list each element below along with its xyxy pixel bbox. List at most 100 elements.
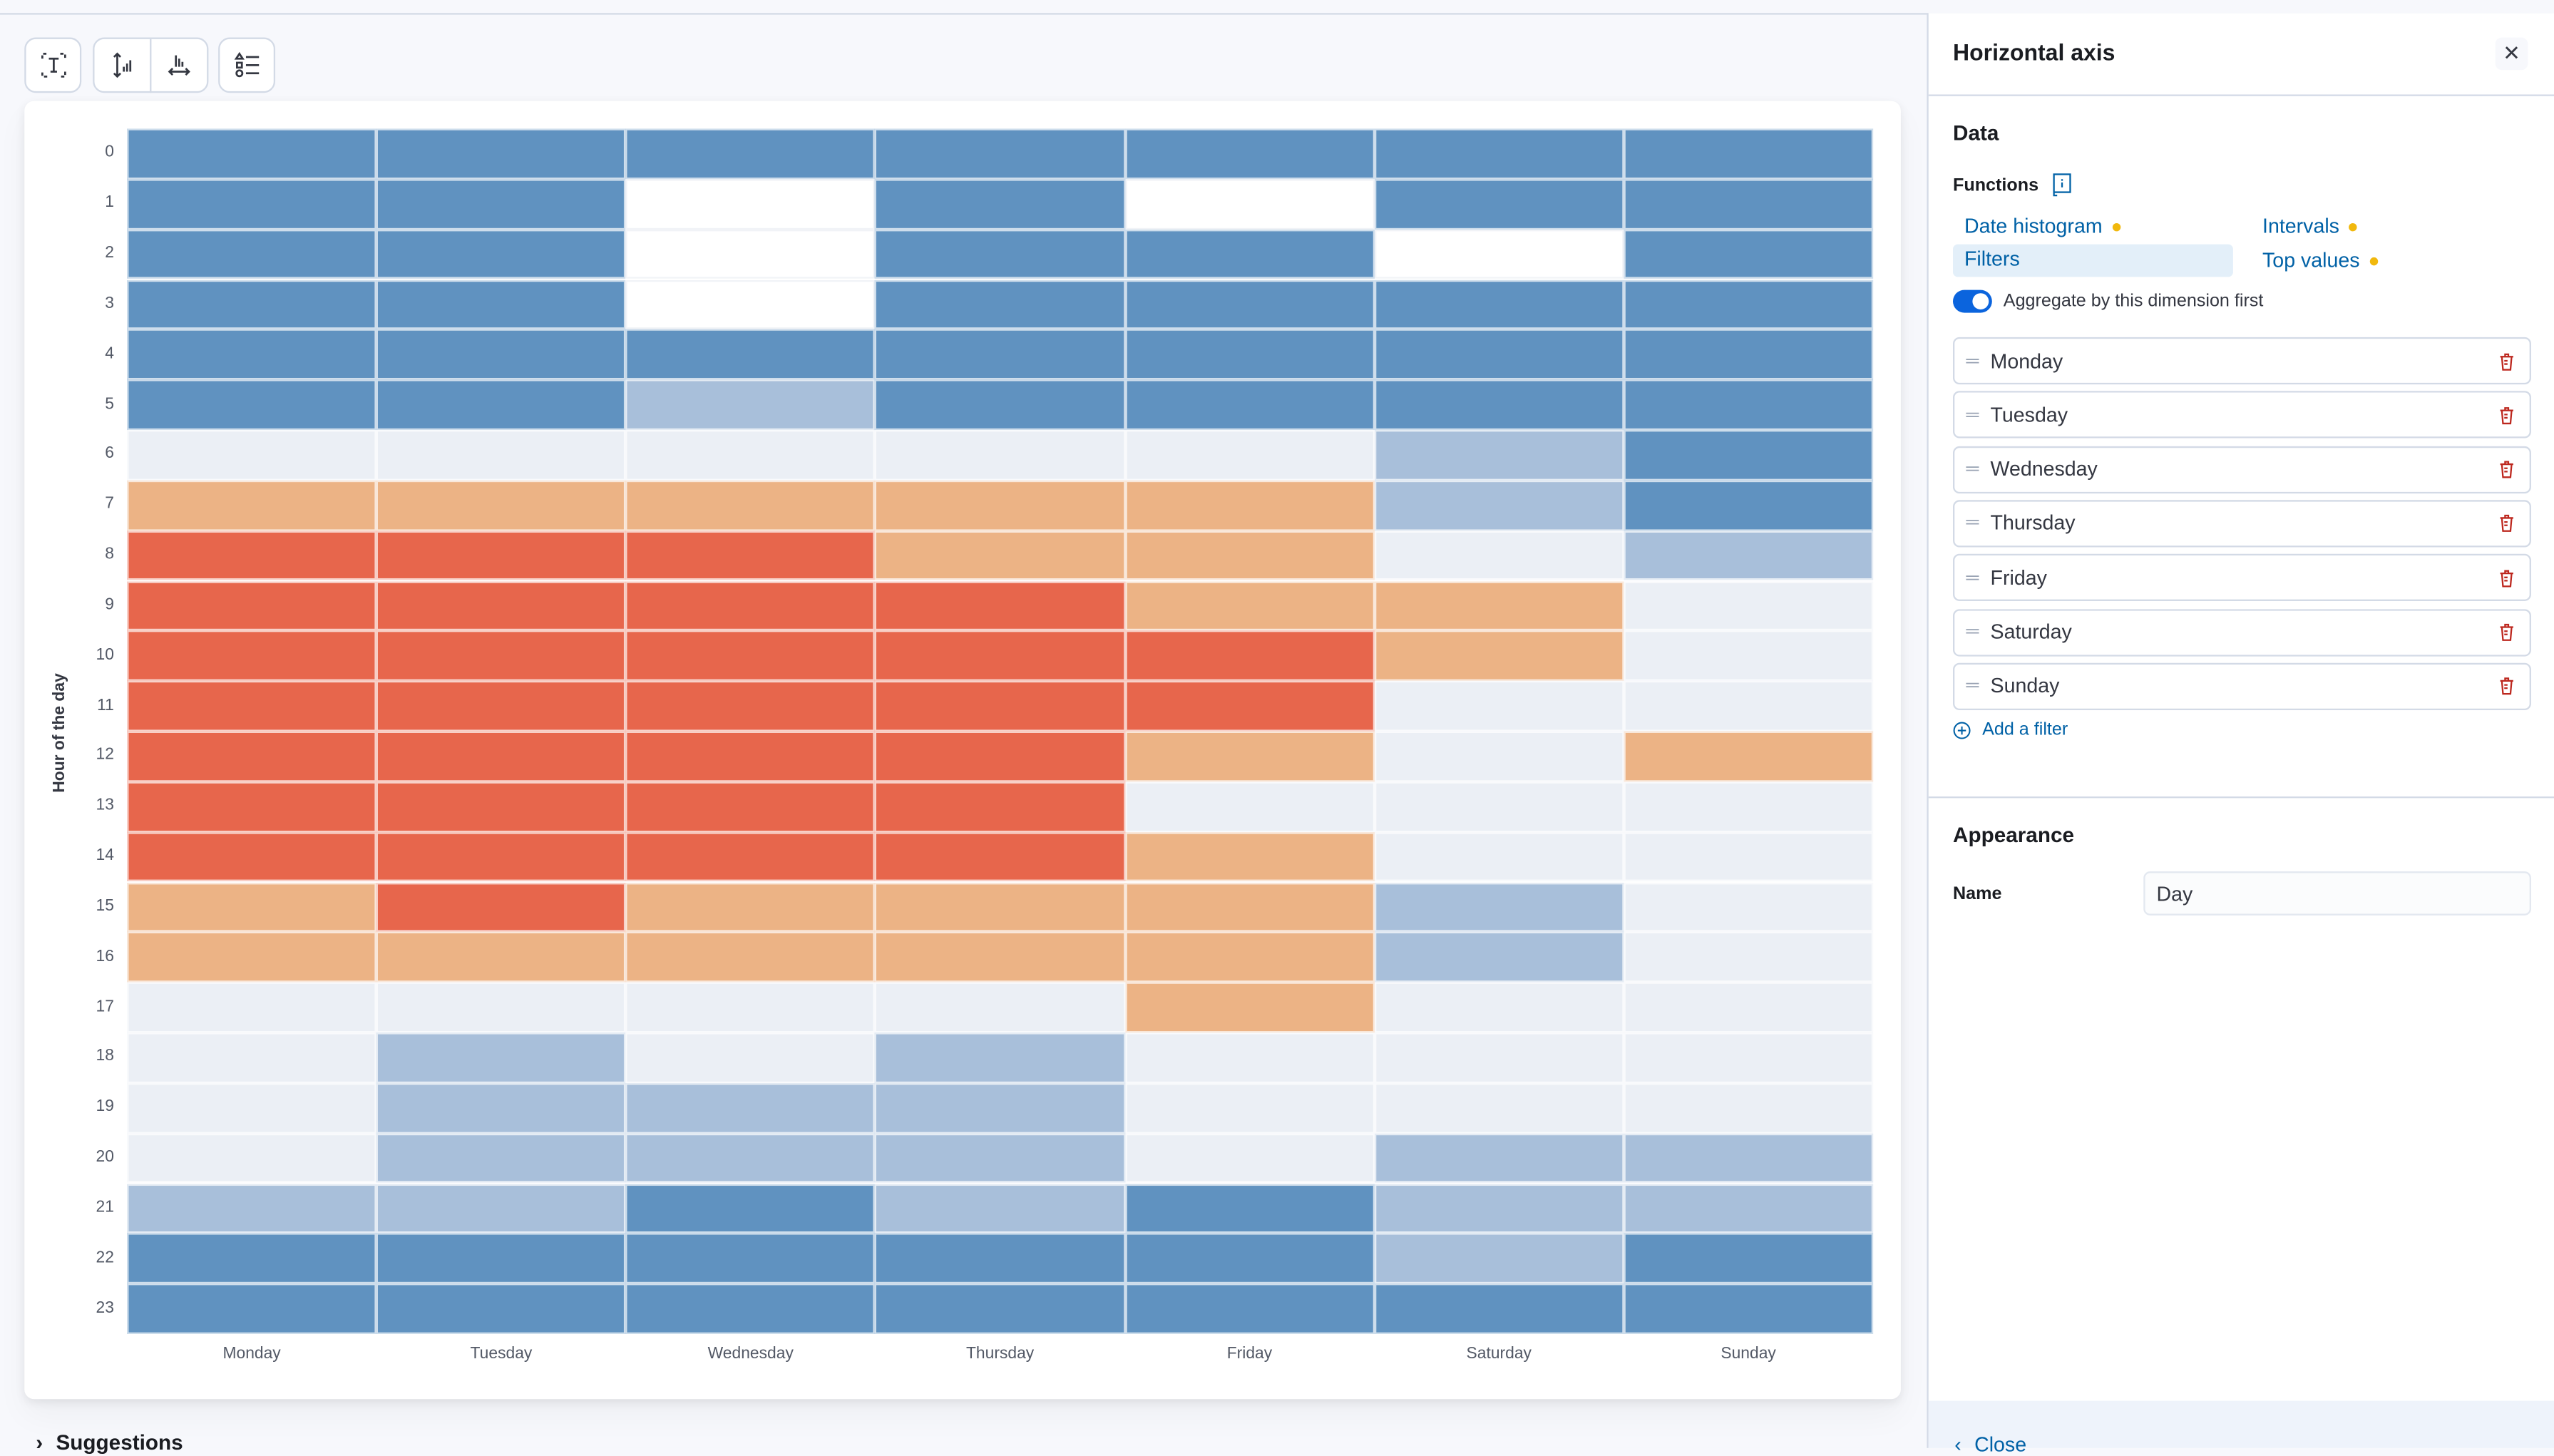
heatmap-cell[interactable] [625,982,876,1033]
heatmap-cell[interactable] [127,178,377,230]
heatmap-cell[interactable] [1624,831,1874,882]
heatmap-cell[interactable] [376,329,626,380]
heatmap-cell[interactable] [376,630,626,682]
heatmap-cell[interactable] [1374,329,1624,380]
filter-label[interactable]: Saturday [1990,620,2072,644]
trash-icon[interactable] [2484,405,2530,424]
filter-row[interactable]: ═ Thursday [1952,500,2531,548]
heatmap-cell[interactable] [1624,1183,1874,1234]
heatmap-cell[interactable] [1624,1234,1874,1284]
heatmap-cell[interactable] [875,781,1125,832]
heatmap-cell[interactable] [625,530,876,581]
heatmap-cell[interactable] [1624,1032,1874,1083]
heatmap-cell[interactable] [127,1183,377,1234]
heatmap-cell[interactable] [127,430,377,481]
filter-label[interactable]: Sunday [1990,675,2060,698]
heatmap-cell[interactable] [376,932,626,983]
heatmap-cell[interactable] [1624,279,1874,330]
heatmap-cell[interactable] [127,480,377,530]
heatmap-cell[interactable] [875,279,1125,330]
heatmap-cell[interactable] [1124,1283,1375,1334]
heatmap-cell[interactable] [1624,480,1874,530]
heatmap-cell[interactable] [1374,430,1624,481]
heatmap-cell[interactable] [127,1032,377,1083]
heatmap-cell[interactable] [127,1283,377,1334]
heatmap-cell[interactable] [1124,1032,1375,1083]
heatmap-cell[interactable] [625,1283,876,1334]
heatmap-cell[interactable] [875,630,1125,682]
heatmap-cell[interactable] [376,781,626,832]
heatmap-cell[interactable] [625,178,876,230]
heatmap-cell[interactable] [625,1133,876,1184]
heatmap-cell[interactable] [127,580,377,631]
heatmap-cell[interactable] [625,932,876,983]
heatmap-cell[interactable] [875,882,1125,933]
heatmap-cell[interactable] [875,1234,1125,1284]
filter-label[interactable]: Wednesday [1990,458,2098,481]
heatmap-cell[interactable] [127,279,377,330]
heatmap-cell[interactable] [1374,932,1624,983]
heatmap-cell[interactable] [875,1183,1125,1234]
heatmap-cell[interactable] [376,1032,626,1083]
heatmap-cell[interactable] [376,178,626,230]
heatmap-cell[interactable] [1374,681,1624,732]
heatmap-cell[interactable] [1374,1183,1624,1234]
filter-row[interactable]: ═ Saturday [1952,608,2531,656]
heatmap-cell[interactable] [1124,580,1375,631]
heatmap-cell[interactable] [376,831,626,882]
heatmap-cell[interactable] [376,1082,626,1134]
heatmap-cell[interactable] [127,681,377,732]
heatmap-cell[interactable] [625,379,876,431]
heatmap-cell[interactable] [376,1283,626,1334]
heatmap-cell[interactable] [127,781,377,832]
heatmap-cell[interactable] [625,128,876,179]
heatmap-cell[interactable] [376,982,626,1033]
heatmap-cell[interactable] [1124,1183,1375,1234]
heatmap-cell[interactable] [1624,882,1874,933]
heatmap-cell[interactable] [376,480,626,530]
filter-label[interactable]: Thursday [1990,512,2076,535]
heatmap-cell[interactable] [625,1082,876,1134]
heatmap-cell[interactable] [127,379,377,431]
heatmap-cell[interactable] [1624,731,1874,782]
heatmap-cell[interactable] [376,379,626,431]
heatmap-cell[interactable] [1124,781,1375,832]
add-filter-button[interactable]: Add a filter [1953,720,2068,739]
heatmap-cell[interactable] [875,831,1125,882]
heatmap-cell[interactable] [1624,229,1874,280]
heatmap-cell[interactable] [625,1234,876,1284]
trash-icon[interactable] [2484,677,2530,696]
heatmap-cell[interactable] [1374,630,1624,682]
heatmap-cell[interactable] [376,1234,626,1284]
heatmap-cell[interactable] [625,831,876,882]
filter-row[interactable]: ═ Monday [1952,337,2531,385]
heatmap-cell[interactable] [875,530,1125,581]
heatmap-cell[interactable] [875,932,1125,983]
heatmap-cell[interactable] [376,128,626,179]
heatmap-cell[interactable] [1374,731,1624,782]
heatmap-cell[interactable] [1624,530,1874,581]
heatmap-cell[interactable] [875,982,1125,1033]
heatmap-cell[interactable] [1124,480,1375,530]
heatmap-cell[interactable] [1624,982,1874,1033]
heatmap-cell[interactable] [875,430,1125,481]
trash-icon[interactable] [2484,568,2530,588]
heatmap-cell[interactable] [1124,128,1375,179]
trash-icon[interactable] [2484,622,2530,642]
heatmap-cell[interactable] [1124,831,1375,882]
close-panel-button[interactable]: ✕ [2495,37,2528,71]
heatmap-cell[interactable] [127,982,377,1033]
heatmap-cell[interactable] [625,430,876,481]
heatmap-cell[interactable] [875,580,1125,631]
heatmap-cell[interactable] [1124,932,1375,983]
filter-row[interactable]: ═ Friday [1952,554,2531,602]
heatmap-cell[interactable] [1124,379,1375,431]
heatmap-cell[interactable] [625,1183,876,1234]
heatmap-cell[interactable] [1124,279,1375,330]
heatmap-cell[interactable] [625,681,876,732]
heatmap-cell[interactable] [127,530,377,581]
heatmap-cell[interactable] [1374,882,1624,933]
heatmap-cell[interactable] [875,681,1125,732]
heatmap-cell[interactable] [1374,1133,1624,1184]
heatmap-cell[interactable] [1124,329,1375,380]
